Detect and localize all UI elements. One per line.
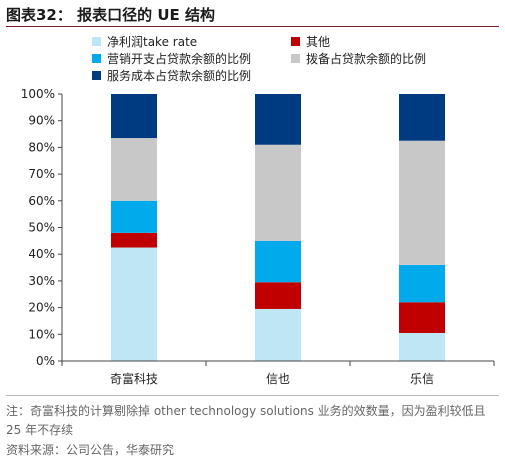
legend-label: 其他 <box>306 35 330 49</box>
bars <box>111 94 445 361</box>
y-tick-label: 20% <box>28 301 55 315</box>
bar-segment <box>255 308 301 361</box>
y-tick-label: 90% <box>28 114 55 128</box>
x-tick-label: 信也 <box>266 372 290 386</box>
source-note: 资料来源：公司公告，华泰研究 <box>6 443 175 457</box>
legend-label: 拨备占贷款余额的比例 <box>306 51 426 66</box>
footer-divider <box>6 395 499 396</box>
y-tick-label: 50% <box>28 221 55 235</box>
legend-swatch <box>92 71 101 80</box>
legend-swatch <box>291 37 300 46</box>
legend-label: 服务成本占贷款余额的比例 <box>107 68 251 83</box>
x-tick-label: 奇富科技 <box>110 371 158 386</box>
y-tick-label: 40% <box>28 247 55 261</box>
bar-segment <box>255 282 301 309</box>
y-tick-label: 0% <box>36 354 55 368</box>
legend-swatch <box>92 54 101 63</box>
x-tick-label: 乐信 <box>410 372 434 386</box>
bar-segment <box>111 247 157 361</box>
legend-label: 营销开支占贷款余额的比例 <box>107 51 251 66</box>
bar-segment <box>399 332 445 361</box>
chart-title: 图表32： 报表口径的 UE 结构 <box>6 6 215 24</box>
bar-segment <box>399 264 445 303</box>
y-tick-label: 100% <box>21 87 55 101</box>
bar-segment <box>399 302 445 333</box>
y-tick-label: 30% <box>28 274 55 288</box>
legend-label: 净利润take rate <box>107 35 197 49</box>
bar-segment <box>111 232 157 248</box>
title-divider <box>6 26 499 27</box>
bar-segment <box>255 94 301 145</box>
x-axis: 奇富科技 信也 乐信 <box>61 360 495 386</box>
bar-segment <box>255 144 301 241</box>
footnote: 注：奇富科技的计算剔除掉 other technology solutions … <box>6 404 486 437</box>
bar-segment <box>399 140 445 265</box>
y-tick-label: 10% <box>28 327 55 341</box>
legend-swatch <box>291 54 300 63</box>
y-axis: 0% 10% 20% 30% 40% 50% 60% 70% 80% 90% 100% <box>21 87 63 368</box>
legend-swatch <box>92 37 101 46</box>
bar-segment <box>111 94 157 139</box>
y-tick-label: 70% <box>28 167 55 181</box>
y-tick-label: 60% <box>28 194 55 208</box>
bar-segment <box>399 94 445 141</box>
bar-segment <box>111 200 157 233</box>
bar-segment <box>255 240 301 283</box>
bar-segment <box>111 138 157 201</box>
y-tick-label: 80% <box>28 140 55 154</box>
